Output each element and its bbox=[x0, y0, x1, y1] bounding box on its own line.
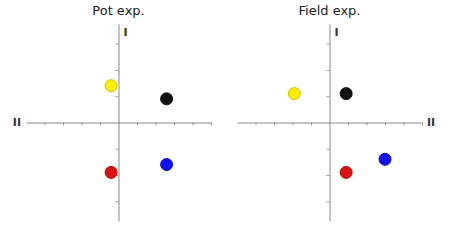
x-tick-mark bbox=[193, 123, 194, 126]
x-tick-mark bbox=[100, 123, 101, 126]
x-tick-mark bbox=[256, 123, 257, 126]
x-tick-mark bbox=[385, 123, 386, 126]
x-tick-mark bbox=[367, 123, 368, 126]
y-tick bbox=[116, 149, 119, 150]
x-tick-mark bbox=[211, 123, 212, 126]
point bbox=[288, 88, 300, 100]
y-axis bbox=[327, 25, 331, 222]
figure: Pot exp.IIIField exp.III bbox=[0, 0, 450, 227]
y-tick-mark bbox=[116, 96, 119, 97]
y-tick bbox=[327, 70, 330, 71]
x-tick bbox=[385, 123, 386, 126]
panel: Pot exp.III bbox=[13, 3, 212, 222]
x-tick bbox=[311, 123, 312, 126]
x-tick bbox=[63, 123, 64, 126]
x-tick-mark bbox=[63, 123, 64, 126]
point bbox=[379, 153, 391, 165]
x-axis-label: II bbox=[13, 116, 21, 129]
title: Field exp. bbox=[299, 3, 361, 18]
x-tick bbox=[348, 123, 349, 126]
x-tick-mark bbox=[137, 123, 138, 126]
panel: Field exp.III bbox=[238, 3, 436, 222]
y-axis-label: I bbox=[335, 26, 339, 39]
x-tick bbox=[137, 123, 138, 126]
x-tick-mark bbox=[311, 123, 312, 126]
y-tick bbox=[327, 44, 330, 45]
y-axis-label: I bbox=[124, 26, 128, 39]
x-tick bbox=[256, 123, 257, 126]
x-tick bbox=[274, 123, 275, 126]
y-tick-mark bbox=[327, 175, 330, 176]
x-tick bbox=[404, 123, 405, 126]
x-tick-mark bbox=[45, 123, 46, 126]
y-axis bbox=[116, 25, 120, 222]
y-tick bbox=[116, 201, 119, 202]
y-tick-mark bbox=[116, 70, 119, 71]
y-tick bbox=[116, 44, 119, 45]
y-tick-mark bbox=[327, 96, 330, 97]
y-axis-line bbox=[330, 25, 331, 222]
x-tick bbox=[100, 123, 101, 126]
point bbox=[340, 88, 352, 100]
x-tick-mark bbox=[293, 123, 294, 126]
point bbox=[161, 93, 173, 105]
y-tick-mark bbox=[327, 70, 330, 71]
x-axis-label: II bbox=[427, 116, 435, 129]
y-tick-mark bbox=[116, 149, 119, 150]
title: Pot exp. bbox=[92, 3, 144, 18]
x-tick-mark bbox=[274, 123, 275, 126]
y-tick-mark bbox=[116, 44, 119, 45]
x-tick bbox=[367, 123, 368, 126]
y-axis-line bbox=[119, 25, 120, 222]
y-tick-mark bbox=[327, 149, 330, 150]
x-tick-mark bbox=[422, 123, 423, 126]
y-tick bbox=[116, 96, 119, 97]
x-tick bbox=[156, 123, 157, 126]
x-tick bbox=[82, 123, 83, 126]
points bbox=[288, 88, 391, 179]
y-tick bbox=[327, 96, 330, 97]
x-tick-mark bbox=[82, 123, 83, 126]
x-tick-mark bbox=[404, 123, 405, 126]
x-tick bbox=[174, 123, 175, 126]
x-tick bbox=[293, 123, 294, 126]
y-tick bbox=[327, 201, 330, 202]
x-tick bbox=[422, 123, 423, 126]
x-tick bbox=[193, 123, 194, 126]
point bbox=[161, 159, 173, 171]
y-tick bbox=[327, 149, 330, 150]
points bbox=[105, 80, 173, 179]
x-tick bbox=[211, 123, 212, 126]
x-tick-mark bbox=[156, 123, 157, 126]
point bbox=[105, 166, 117, 178]
y-tick-mark bbox=[116, 201, 119, 202]
y-tick bbox=[116, 70, 119, 71]
point bbox=[105, 80, 117, 92]
y-tick bbox=[327, 175, 330, 176]
point bbox=[340, 166, 352, 178]
x-tick-mark bbox=[174, 123, 175, 126]
y-tick-mark bbox=[327, 201, 330, 202]
x-tick bbox=[45, 123, 46, 126]
x-tick-mark bbox=[348, 123, 349, 126]
y-tick-mark bbox=[327, 44, 330, 45]
